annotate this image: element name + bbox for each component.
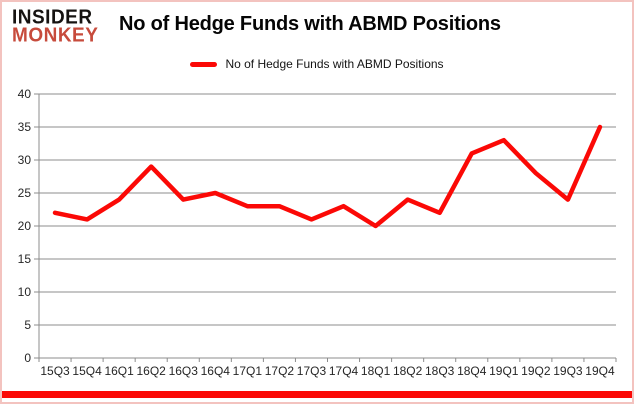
y-tick-label: 20	[18, 219, 32, 233]
x-tick-label: 19Q2	[521, 364, 551, 378]
x-tick-label: 19Q4	[585, 364, 615, 378]
x-tick-label: 15Q4	[72, 364, 102, 378]
bottom-red-bar	[2, 391, 632, 398]
y-tick-label: 40	[18, 87, 32, 101]
y-tick-label: 15	[18, 252, 32, 266]
x-tick-label: 16Q3	[169, 364, 199, 378]
legend-line-swatch	[190, 61, 218, 67]
x-tick-label: 19Q3	[553, 364, 583, 378]
logo-text-monkey: MONKEY	[12, 24, 99, 47]
y-tick-label: 35	[18, 120, 32, 134]
x-tick-label: 18Q3	[425, 364, 455, 378]
x-tick-label: 17Q3	[297, 364, 327, 378]
y-tick-label: 5	[24, 318, 31, 332]
logo-text-insider: INSIDER	[12, 6, 93, 29]
chart-legend: No of Hedge Funds with ABMD Positions	[2, 57, 632, 71]
x-tick-label: 16Q2	[137, 364, 167, 378]
x-tick-label: 18Q4	[457, 364, 487, 378]
x-tick-label: 17Q2	[265, 364, 295, 378]
y-tick-label: 10	[18, 285, 32, 299]
x-tick-label: 16Q4	[201, 364, 231, 378]
x-tick-label: 18Q2	[393, 364, 423, 378]
x-tick-label: 17Q4	[329, 364, 359, 378]
x-tick-label: 15Q3	[40, 364, 70, 378]
y-tick-label: 25	[18, 186, 32, 200]
x-tick-label: 18Q1	[361, 364, 391, 378]
x-tick-label: 16Q1	[104, 364, 134, 378]
page-title: No of Hedge Funds with ABMD Positions	[119, 13, 501, 35]
y-tick-label: 30	[18, 153, 32, 167]
series-line	[52, 124, 603, 229]
legend-label: No of Hedge Funds with ABMD Positions	[225, 57, 444, 71]
insider-monkey-logo: INSIDER MONKEY	[12, 6, 99, 47]
y-tick-label: 0	[24, 351, 31, 365]
x-tick-label: 19Q1	[489, 364, 519, 378]
x-tick-label: 17Q1	[233, 364, 263, 378]
